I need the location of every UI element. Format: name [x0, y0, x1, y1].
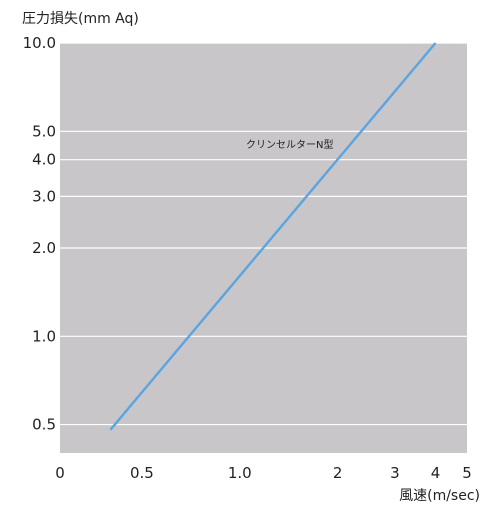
- y-tick-label: 5.0: [32, 122, 56, 140]
- x-origin-label: 0: [55, 464, 65, 482]
- x-tick-label: 3: [390, 464, 400, 482]
- x-tick-label: 2: [333, 464, 343, 482]
- x-tick-label: 0.5: [130, 464, 154, 482]
- x-tick-label: 4: [431, 464, 441, 482]
- y-tick-label: 1.0: [32, 327, 56, 345]
- series-layer: [109, 42, 437, 431]
- y-tick-label: 3.0: [32, 187, 56, 205]
- y-tick-labels: 0.5 1.0 2.0 3.0 4.0 5.0 10.0: [23, 34, 56, 434]
- y-axis-label: 圧力損失(mm Aq): [22, 11, 139, 27]
- y-tick-label: 0.5: [32, 416, 56, 434]
- y-tick-label: 10.0: [23, 34, 56, 52]
- y-tick-label: 4.0: [32, 151, 56, 169]
- x-tick-label: 5: [462, 464, 472, 482]
- x-tick-labels: 0.5 1.0 2 3 4 5: [130, 464, 472, 482]
- x-tick-label: 1.0: [228, 464, 252, 482]
- series-line-0: [109, 42, 437, 431]
- y-tick-label: 2.0: [32, 239, 56, 257]
- series-label-clean-shelter-n: クリンセルターN型: [246, 138, 333, 151]
- x-axis-label: 風速(m/sec): [399, 488, 480, 504]
